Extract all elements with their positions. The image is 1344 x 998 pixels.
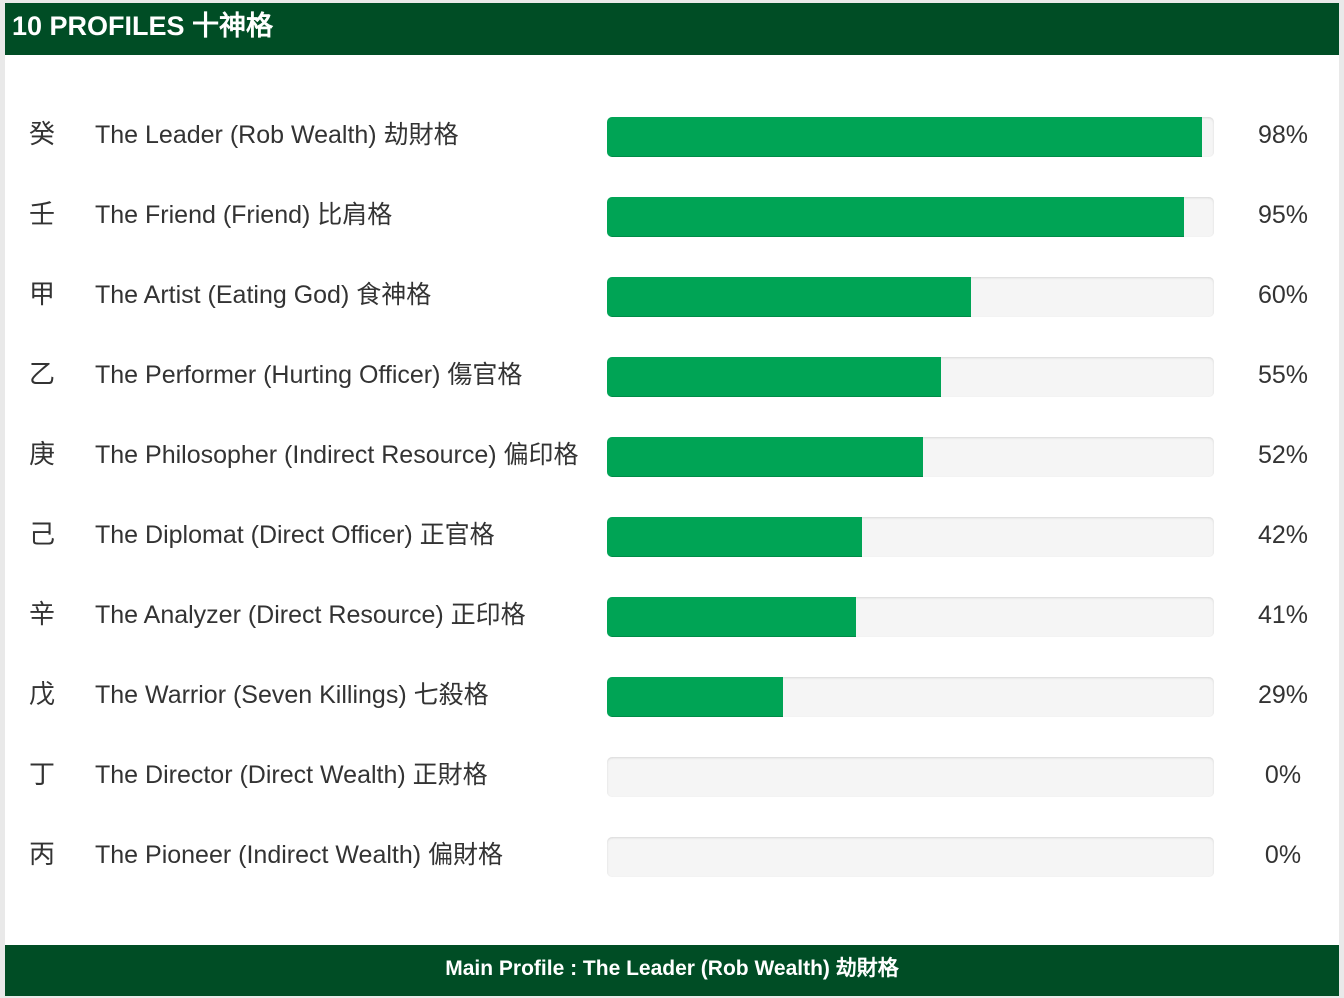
profile-percent: 95% [1257, 201, 1309, 229]
profile-percent: 41% [1257, 601, 1309, 629]
profile-percent: 29% [1257, 681, 1309, 709]
profile-row: 甲 The Artist (Eating God) 食神格 60% [5, 277, 1339, 375]
progress-fill [607, 677, 784, 717]
progress-fill [607, 517, 862, 557]
progress-track [607, 517, 1214, 557]
profile-label: The Director (Direct Wealth) 正財格 [95, 761, 488, 789]
profile-percent: 52% [1257, 441, 1309, 469]
progress-fill [607, 117, 1202, 157]
heavenly-stem: 甲 [29, 280, 56, 310]
profiles-panel: 10 PROFILES 十神格 癸 The Leader (Rob Wealth… [5, 3, 1339, 996]
progress-track [607, 677, 1214, 717]
profile-label: The Friend (Friend) 比肩格 [95, 201, 393, 229]
profile-label: The Artist (Eating God) 食神格 [95, 281, 432, 309]
profile-row: 丁 The Director (Direct Wealth) 正財格 0% [5, 757, 1339, 855]
profile-percent: 0% [1264, 841, 1302, 869]
progress-track [607, 757, 1214, 797]
progress-fill [607, 277, 972, 317]
panel-header: 10 PROFILES 十神格 [5, 3, 1339, 55]
profile-label: The Performer (Hurting Officer) 傷官格 [95, 361, 523, 389]
progress-fill [607, 357, 941, 397]
progress-fill [607, 197, 1184, 237]
profile-percent: 42% [1257, 521, 1309, 549]
profile-percent: 0% [1264, 761, 1302, 789]
heavenly-stem: 庚 [29, 440, 56, 470]
profile-row: 壬 The Friend (Friend) 比肩格 95% [5, 197, 1339, 295]
profile-label: The Leader (Rob Wealth) 劫財格 [95, 121, 459, 149]
main-profile-footer: Main Profile : The Leader (Rob Wealth) 劫… [5, 945, 1339, 996]
progress-track [607, 597, 1214, 637]
heavenly-stem: 乙 [29, 360, 56, 390]
progress-track [607, 437, 1214, 477]
profile-list: 癸 The Leader (Rob Wealth) 劫財格 98% 壬 The … [5, 95, 1339, 895]
profile-row: 癸 The Leader (Rob Wealth) 劫財格 98% [5, 117, 1339, 215]
profile-label: The Philosopher (Indirect Resource) 偏印格 [95, 441, 579, 469]
profile-label: The Diplomat (Direct Officer) 正官格 [95, 521, 495, 549]
heavenly-stem: 己 [29, 520, 56, 550]
progress-track [607, 197, 1214, 237]
progress-fill [607, 437, 923, 477]
profile-percent: 60% [1257, 281, 1309, 309]
profile-row: 己 The Diplomat (Direct Officer) 正官格 42% [5, 517, 1339, 615]
profile-label: The Analyzer (Direct Resource) 正印格 [95, 601, 526, 629]
progress-track [607, 117, 1214, 157]
profile-row: 辛 The Analyzer (Direct Resource) 正印格 41% [5, 597, 1339, 695]
heavenly-stem: 癸 [29, 120, 56, 150]
heavenly-stem: 丙 [29, 840, 56, 870]
progress-track [607, 277, 1214, 317]
heavenly-stem: 丁 [29, 760, 56, 790]
progress-track [607, 357, 1214, 397]
profile-percent: 98% [1257, 121, 1309, 149]
progress-fill [607, 597, 856, 637]
heavenly-stem: 戊 [29, 680, 56, 710]
heavenly-stem: 壬 [29, 200, 56, 230]
heavenly-stem: 辛 [29, 600, 56, 630]
profile-row: 丙 The Pioneer (Indirect Wealth) 偏財格 0% [5, 837, 1339, 935]
profile-row: 庚 The Philosopher (Indirect Resource) 偏印… [5, 437, 1339, 535]
profile-percent: 55% [1257, 361, 1309, 389]
profile-row: 乙 The Performer (Hurting Officer) 傷官格 55… [5, 357, 1339, 455]
profile-label: The Pioneer (Indirect Wealth) 偏財格 [95, 841, 504, 869]
profile-label: The Warrior (Seven Killings) 七殺格 [95, 681, 489, 709]
profile-row: 戊 The Warrior (Seven Killings) 七殺格 29% [5, 677, 1339, 775]
progress-track [607, 837, 1214, 877]
